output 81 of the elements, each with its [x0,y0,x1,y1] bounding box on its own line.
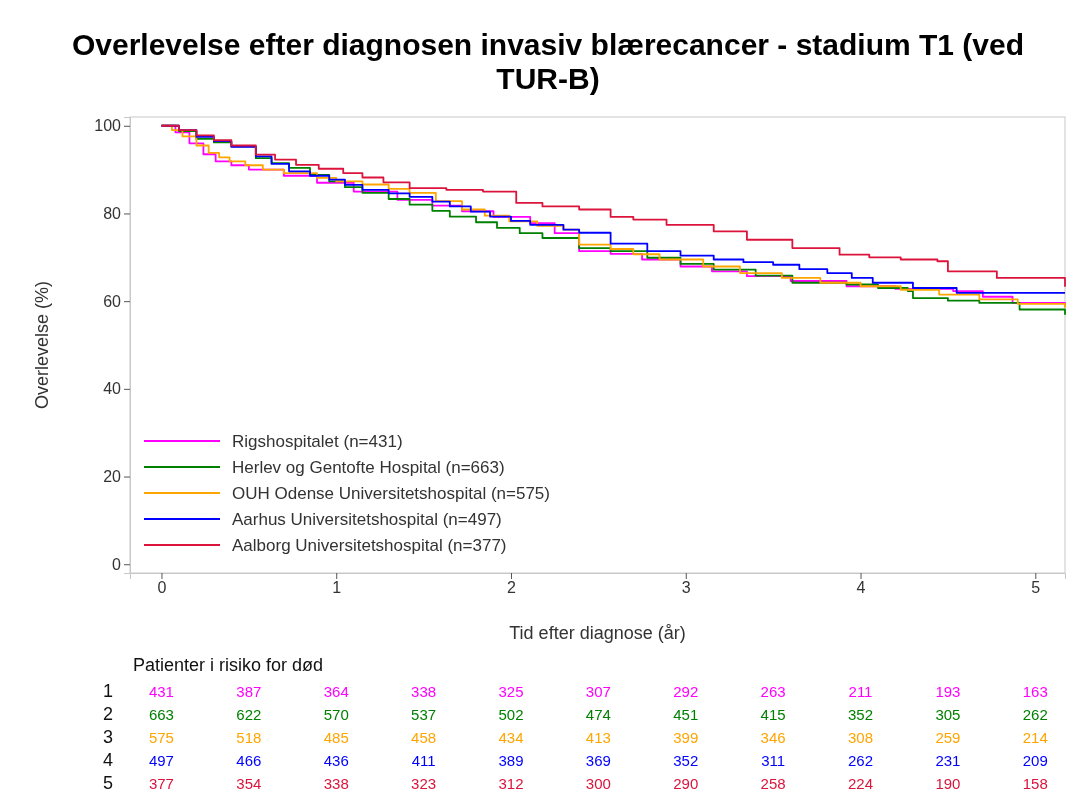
x-tick-label: 1 [332,579,342,597]
x-tick-label: 0 [157,579,167,597]
y-tick-label: 3 [102,727,114,747]
data-label: 338 [323,775,349,792]
x-tick-label: 3 [681,579,691,597]
data-label: 300 [585,775,611,792]
legend-label: Aarhus Universitetshospital (n=497) [232,510,502,529]
legend-label: Rigshospitalet (n=431) [232,432,403,451]
data-label: 387 [236,683,262,700]
x-tick-label: 4 [856,579,866,597]
data-label: 497 [148,752,174,769]
y-tick-label: 1 [102,681,114,701]
data-label: 231 [935,752,961,769]
x-tick-label: 5 [1031,579,1041,597]
chart-title: Overlevelse efter diagnosen invasiv blærecancer - stadium T1 (ved TUR-B) [71,28,1025,95]
data-label: 338 [411,683,437,700]
legend-label: Aalborg Universitetshospital (n=377) [232,536,507,555]
data-label: 369 [585,752,611,769]
y-tick-label: 4 [102,750,114,770]
data-label: 325 [498,683,524,700]
data-label: 323 [411,775,437,792]
y-axis-title: Overlevelse (%) [32,280,52,410]
data-label: 663 [148,706,174,723]
y-tick-label: 2 [102,704,114,724]
data-label: 312 [498,775,524,792]
data-label: 466 [236,752,262,769]
data-label: 352 [673,752,699,769]
data-label: 485 [323,729,349,746]
y-tick-label: 80 [103,205,122,223]
data-label: 258 [760,775,786,792]
y-tick-label: 20 [103,468,122,486]
data-label: 622 [236,706,262,723]
data-label: 415 [760,706,786,723]
legend-label: Herlev og Gentofte Hospital (n=663) [232,458,505,477]
y-tick-label: 100 [94,117,122,135]
data-label: 434 [498,729,524,746]
data-label: 214 [1022,729,1048,746]
data-label: 502 [498,706,524,723]
data-label: 163 [1022,683,1048,700]
y-tick-label: 5 [102,773,114,793]
data-label: 411 [411,752,436,769]
y-tick-label: 40 [103,380,122,398]
data-label: 575 [148,729,174,746]
data-label: 193 [935,683,961,700]
data-label: 413 [585,729,611,746]
data-label: 308 [848,729,874,746]
data-label: 570 [323,706,349,723]
data-label: 307 [585,683,611,700]
data-label: 354 [236,775,262,792]
data-label: 292 [673,683,699,700]
x-axis-title: Tid efter diagnose (år) [509,623,686,643]
data-label: 377 [148,775,174,792]
x-tick-label: 2 [507,579,517,597]
data-label: 431 [148,683,174,700]
data-label: 436 [323,752,349,769]
data-label: 352 [848,706,874,723]
data-label: 224 [848,775,874,792]
data-label: 458 [411,729,437,746]
data-label: 211 [848,683,873,700]
data-label: 158 [1022,775,1048,792]
data-label: 262 [848,752,874,769]
data-label: 190 [935,775,961,792]
chart-title: Patienter i risiko for død [133,655,324,675]
data-label: 262 [1022,706,1048,723]
data-label: 209 [1022,752,1048,769]
y-tick-label: 60 [103,292,122,310]
data-label: 290 [673,775,699,792]
data-label: 389 [498,752,524,769]
data-label: 346 [760,729,786,746]
y-tick-label: 0 [112,555,122,573]
data-label: 474 [585,706,611,723]
data-label: 537 [411,706,437,723]
data-label: 259 [935,729,961,746]
legend-label: OUH Odense Universitetshospital (n=575) [232,484,550,503]
data-label: 451 [673,706,699,723]
data-label: 305 [935,706,961,723]
data-label: 399 [673,729,699,746]
data-label: 311 [761,752,786,769]
data-label: 263 [760,683,786,700]
data-label: 518 [236,729,262,746]
data-label: 364 [323,683,349,700]
